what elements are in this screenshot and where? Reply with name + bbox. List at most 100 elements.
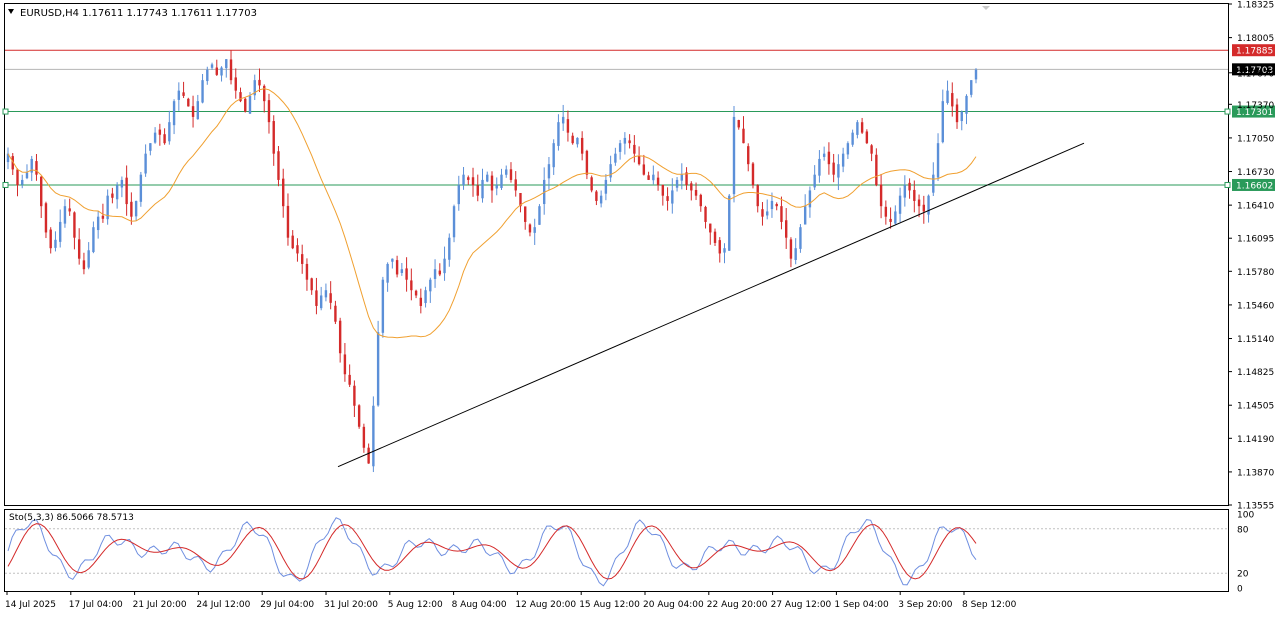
candle-body	[386, 263, 389, 283]
candle-body	[799, 227, 802, 249]
candle-body	[391, 258, 394, 262]
level-anchor-right	[1224, 108, 1231, 115]
time-tick-label: 31 Jul 20:00	[324, 600, 378, 610]
candle-body	[576, 137, 579, 145]
candle-body	[960, 111, 963, 122]
candle-body	[495, 185, 498, 189]
candle-body	[837, 164, 840, 178]
candle-body	[16, 169, 19, 186]
candle-body	[913, 189, 916, 201]
price-tick-label: 1.15140	[1237, 335, 1274, 345]
candle-body	[115, 185, 119, 200]
candles-layer	[6, 50, 978, 473]
candle-body	[452, 206, 456, 238]
candle-body	[775, 203, 778, 207]
candle-body	[305, 263, 309, 280]
candle-body	[704, 206, 707, 222]
candle-body	[30, 158, 33, 173]
candle-body	[633, 144, 636, 154]
candle-body	[210, 64, 214, 68]
one-click-trading-icon[interactable]	[982, 6, 990, 10]
indicator-title: Sto(5,3,3) 86.5066 78.5713	[9, 513, 134, 523]
candle-body	[414, 290, 418, 296]
candle-body	[153, 132, 157, 143]
trendline-layer[interactable]	[337, 142, 1085, 468]
candle-body	[486, 174, 489, 182]
candle-body	[244, 98, 247, 112]
candle-body	[766, 211, 769, 216]
candle-body	[604, 179, 608, 194]
candle-body	[191, 106, 195, 117]
candle-body	[846, 143, 850, 155]
candle-body	[101, 215, 105, 219]
candle-body	[457, 185, 460, 205]
price-tick-label: 1.18005	[1237, 34, 1274, 44]
candle-body	[338, 320, 342, 354]
candle-body	[628, 140, 631, 144]
time-tick-label: 20 Aug 04:00	[643, 600, 704, 610]
sto-axis-label: 100	[1237, 511, 1254, 521]
candle-body	[21, 179, 24, 185]
candle-body	[471, 177, 475, 186]
price-tick-label: 1.18325	[1237, 1, 1274, 11]
level-price-tag-label: 1.17703	[1236, 66, 1273, 76]
sto-axis-label: 0	[1237, 585, 1243, 595]
sto-axis-label: 20	[1237, 570, 1249, 580]
candle-body	[699, 194, 702, 207]
level-price-tag-label: 1.16602	[1236, 181, 1273, 191]
collapse-triangle-icon[interactable]	[8, 9, 14, 14]
candle-body	[49, 229, 52, 249]
candle-body	[841, 153, 845, 167]
candle-body	[884, 206, 888, 217]
candle-body	[561, 116, 565, 124]
candle-body	[272, 121, 275, 154]
candle-body	[177, 90, 181, 100]
candle-body	[927, 195, 930, 215]
price-tick-label: 1.15460	[1237, 301, 1274, 311]
time-tick-label: 5 Aug 12:00	[388, 600, 443, 610]
candle-body	[808, 190, 812, 208]
candle-body	[400, 269, 404, 273]
sto-axis-label: 80	[1237, 525, 1249, 535]
candle-body	[310, 278, 313, 291]
candle-body	[125, 177, 128, 205]
candle-body	[822, 153, 826, 157]
candle-body	[595, 191, 598, 201]
price-tick-label: 1.17670	[1237, 69, 1274, 79]
moving-average-layer	[7, 88, 977, 339]
candle-body	[936, 143, 940, 178]
level-price-tag	[1232, 105, 1275, 118]
candle-body	[187, 98, 190, 107]
candle-body	[96, 216, 100, 231]
time-tick-label: 29 Jul 04:00	[260, 600, 314, 610]
candle-body	[917, 199, 921, 207]
candle-body	[851, 132, 854, 145]
sto-signal-line	[7, 523, 977, 580]
candle-body	[647, 175, 650, 180]
candle-body	[694, 189, 698, 196]
candle-body	[889, 218, 892, 222]
candle-body	[680, 174, 684, 181]
candle-body	[490, 175, 494, 191]
level-price-tag	[1232, 63, 1275, 76]
candle-body	[35, 161, 38, 175]
candle-body	[761, 209, 764, 217]
candle-body	[690, 183, 693, 191]
candle-body	[519, 192, 522, 207]
candle-body	[277, 151, 280, 180]
candle-body	[547, 164, 551, 179]
candle-body	[789, 239, 793, 259]
candle-body	[225, 59, 228, 69]
candle-body	[941, 101, 944, 143]
candle-body	[353, 385, 356, 406]
candle-body	[282, 178, 285, 207]
candle-body	[172, 101, 176, 126]
candle-body	[334, 305, 337, 322]
candle-body	[106, 195, 109, 220]
candle-body	[652, 174, 655, 181]
price-tick-label: 1.14505	[1237, 402, 1274, 412]
candle-body	[827, 151, 831, 165]
price-tick-label: 1.13555	[1237, 502, 1274, 512]
